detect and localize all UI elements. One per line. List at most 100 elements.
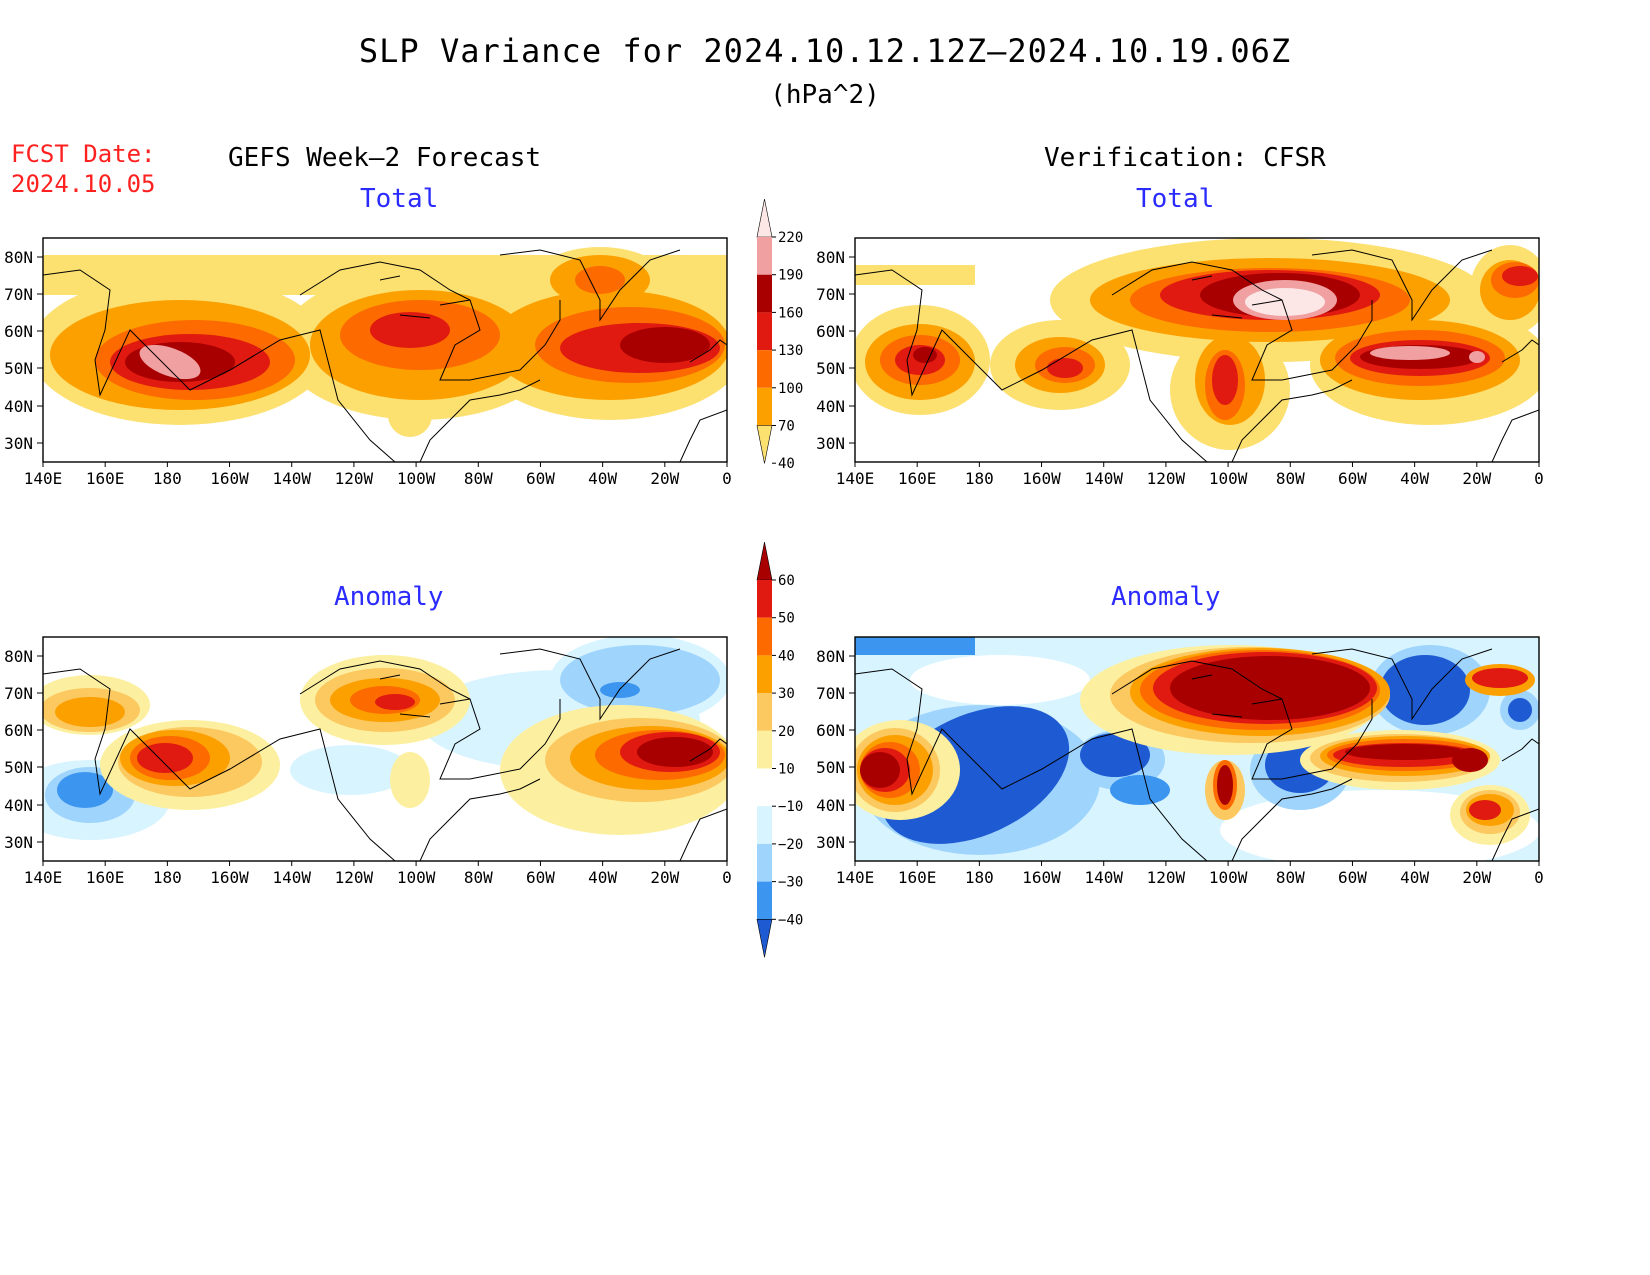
lon-tick-label: 40W	[1400, 868, 1429, 887]
lon-tick-label: 120W	[335, 868, 374, 887]
lat-tick-label: 40N	[816, 796, 845, 815]
lat-tick-label: 60N	[4, 322, 33, 341]
lon-tick-label: 140E	[24, 868, 63, 887]
lat-tick-label: 40N	[4, 397, 33, 416]
lat-tick-label: 80N	[4, 248, 33, 267]
shading-fcst-total	[43, 247, 727, 437]
lon-tick-label: 20W	[1462, 469, 1491, 488]
colorbar-segment	[757, 580, 772, 618]
lat-tick-label: 60N	[816, 322, 845, 341]
colorbar-top-arrow	[756, 541, 773, 581]
coastlines-fcst-anom	[43, 648, 727, 861]
lon-tick-label: 80W	[464, 868, 493, 887]
colorbar-level-label: 100	[778, 381, 803, 397]
lon-tick-label: 120W	[1147, 868, 1186, 887]
colorbar-segment	[757, 274, 772, 313]
lat-tick-label: 50N	[816, 359, 845, 378]
colorbar-segment	[757, 806, 772, 844]
lon-tick-label: 60W	[1338, 868, 1367, 887]
lon-tick-label: 160E	[86, 868, 125, 887]
colorbar-segment	[757, 312, 772, 351]
lon-tick-label: 60W	[526, 469, 555, 488]
lat-tick-label: 30N	[816, 434, 845, 453]
colorbar-total: 220 190 160 130 100 70 40	[756, 198, 803, 472]
lat-tick-label: 50N	[4, 359, 33, 378]
column-title-verification: Verification: CFSR	[1044, 143, 1326, 173]
lat-tick-label: 80N	[816, 647, 845, 666]
axis-labels: 80N 70N 60N 50N 40N 30N 140E 160E 180 160W 140W 120…	[4, 248, 1544, 887]
colorbar-level-label: −20	[778, 837, 803, 853]
lon-tick-label: 0	[1534, 469, 1544, 488]
colorbar-top-arrow	[756, 198, 773, 238]
lon-tick-label: 180	[153, 868, 182, 887]
lat-tick-label: 30N	[4, 833, 33, 852]
lon-tick-label: 160E	[898, 868, 937, 887]
colorbar-anomaly: 60 50 40 30 20 10 −10 −20 −30 −40	[756, 541, 803, 958]
lat-tick-label: 70N	[816, 285, 845, 304]
lon-tick-label: 100W	[1209, 469, 1248, 488]
colorbar-level-label: 130	[778, 343, 803, 359]
colorbar-level-label: 20	[778, 724, 795, 740]
lat-tick-label: 40N	[816, 397, 845, 416]
shading-fcst-anom	[43, 637, 727, 840]
colorbar-segment	[757, 768, 772, 807]
lon-tick-label: 160W	[210, 868, 249, 887]
lon-tick-label: 140E	[24, 469, 63, 488]
colorbar-segment	[757, 237, 772, 275]
lon-tick-label: 100W	[1209, 868, 1248, 887]
lat-tick-label: 40N	[4, 796, 33, 815]
lon-tick-label: 160W	[1022, 868, 1061, 887]
colorbar-bottom-arrow	[756, 918, 773, 958]
shading-verif-anom	[855, 637, 1539, 861]
lat-tick-label: 30N	[4, 434, 33, 453]
colorbar-segment	[757, 881, 772, 920]
lat-tick-label: 30N	[816, 833, 845, 852]
lon-tick-label: 120W	[1147, 469, 1186, 488]
map-panel-fcst-total	[42, 237, 728, 463]
lon-tick-label: 0	[722, 469, 732, 488]
colorbar-level-label: −30	[778, 875, 803, 891]
lon-tick-label: 60W	[1338, 469, 1367, 488]
shading-verif-total	[855, 238, 1539, 450]
lon-tick-label: 160W	[210, 469, 249, 488]
panel-title-fcst-anom: Anomaly	[334, 582, 444, 612]
lon-tick-label: 180	[965, 868, 994, 887]
colorbar-level-label: 160	[778, 305, 803, 321]
units-label: (hPa^2)	[770, 80, 880, 110]
colorbar-segment	[757, 617, 772, 656]
coastlines-fcst-total	[43, 249, 727, 462]
lat-tick-label: 70N	[4, 684, 33, 703]
lon-tick-label: 80W	[1276, 868, 1305, 887]
colorbar-segment	[757, 730, 772, 769]
colorbar-level-label: 60	[778, 573, 795, 589]
column-title-forecast: GEFS Week–2 Forecast	[228, 143, 542, 173]
colorbar-level-label: 10	[778, 762, 795, 778]
lon-tick-label: 180	[153, 469, 182, 488]
lon-tick-label: 20W	[650, 469, 679, 488]
lon-tick-label: 140E	[836, 469, 875, 488]
lon-tick-label: 160W	[1022, 469, 1061, 488]
lon-tick-label: 0	[1534, 868, 1544, 887]
lon-tick-label: 40W	[1400, 469, 1429, 488]
lat-tick-label: 50N	[4, 758, 33, 777]
colorbar-segment	[757, 350, 772, 388]
colorbar-level-label: 190	[778, 268, 803, 284]
panel-title-fcst-total: Total	[360, 184, 439, 214]
lon-tick-label: 0	[722, 868, 732, 887]
forecast-date-block: FCST Date: 2024.10.05	[11, 139, 156, 199]
lon-tick-label: 20W	[650, 868, 679, 887]
lat-tick-label: 60N	[816, 721, 845, 740]
coastlines-verif-total	[855, 249, 1539, 462]
lon-tick-label: 40W	[588, 868, 617, 887]
lat-tick-label: 80N	[816, 248, 845, 267]
lon-tick-label: 60W	[526, 868, 555, 887]
colorbar-segment	[757, 843, 772, 882]
lon-tick-label: 120W	[335, 469, 374, 488]
lon-tick-label: 160E	[898, 469, 937, 488]
lat-tick-label: 70N	[816, 684, 845, 703]
map-panel-fcst-anom	[42, 636, 728, 862]
lon-tick-label: 40W	[588, 469, 617, 488]
colorbar-level-label: −40	[778, 912, 803, 928]
lon-tick-label: 180	[965, 469, 994, 488]
